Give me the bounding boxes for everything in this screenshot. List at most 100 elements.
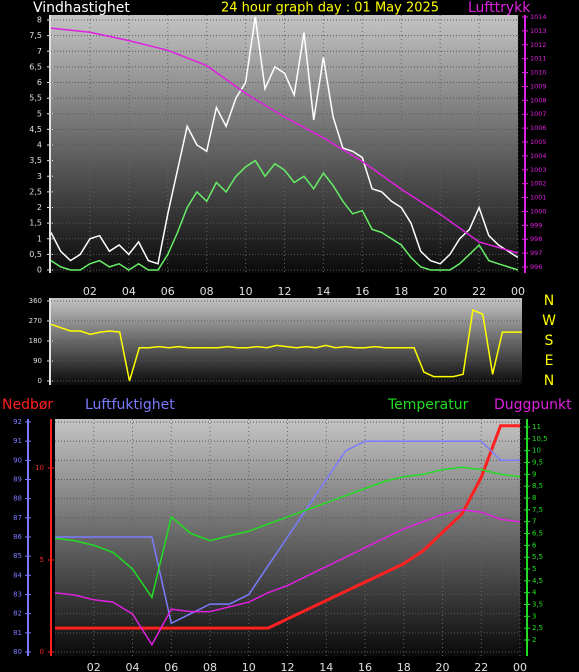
y-tick-label: 83: [13, 591, 22, 599]
y2-tick-label: 5,5: [532, 553, 543, 561]
y2-tick-label: 1012: [530, 41, 547, 49]
y-tick-label: 360: [29, 297, 42, 305]
y2-tick-label: 7: [532, 518, 536, 526]
y2-tick-label: 1001: [530, 194, 547, 202]
series-line: [50, 159, 519, 271]
y-tick-label: 6: [37, 78, 42, 87]
y-tick-label: 5,5: [29, 94, 42, 103]
y-tick-label: 3: [37, 172, 42, 181]
y-tick-label: 92: [13, 418, 22, 426]
y-tick-label: 87: [13, 514, 22, 522]
y2-tick-label: 1009: [530, 82, 547, 90]
y-tick-label: 2: [37, 203, 42, 212]
y2-tick-label: 1002: [530, 180, 547, 188]
y2-tick-label: 1005: [530, 138, 547, 146]
x-tick-label: 22: [474, 661, 488, 672]
x-tick-label: 14: [316, 285, 330, 298]
y2-tick-label: 1014: [530, 13, 547, 21]
x-tick-label: 02: [83, 285, 97, 298]
y-tick-label: 180: [29, 337, 42, 345]
series-line: [50, 27, 519, 254]
y2-tick-label: 1007: [530, 110, 547, 118]
y2-tick-label: 1000: [530, 207, 547, 215]
y-tick-label: 6,5: [29, 62, 42, 71]
y3-tick-label: 5: [40, 556, 44, 564]
legend-label: Vindhastighet: [33, 0, 130, 16]
x-tick-label: 16: [355, 285, 369, 298]
x-tick-label: 10: [242, 661, 256, 672]
series-line: [55, 440, 520, 625]
y-tick-label: 82: [13, 610, 22, 618]
y-tick-label: 85: [13, 552, 22, 560]
y2-tick-label: 6: [532, 541, 537, 549]
y2-tick-label: 2: [532, 636, 536, 644]
y2-tick-label: 3,5: [532, 601, 543, 609]
x-tick-label: 00: [511, 285, 525, 298]
x-tick-label: 22: [472, 285, 486, 298]
y-tick-label: 2,5: [29, 187, 42, 196]
y-tick-label: 84: [13, 571, 22, 579]
y-tick-label: 90: [33, 357, 42, 365]
x-tick-label: 06: [164, 661, 178, 672]
y2-tick-label: 6,5: [532, 530, 543, 538]
y-tick-label: 88: [13, 495, 22, 503]
y-tick-label: 91: [13, 437, 22, 445]
chart-title: 24 hour graph day : 01 May 2025: [221, 1, 439, 16]
y2-tick-label: 4: [532, 589, 537, 597]
x-tick-label: 16: [358, 661, 372, 672]
series-line: [50, 16, 519, 265]
y2-tick-label: 1011: [530, 55, 547, 63]
legend-label: Luftfuktighet: [85, 397, 175, 413]
y-tick-label: 5: [37, 109, 42, 118]
x-tick-label: 02: [87, 661, 101, 672]
y-tick-label: 8: [37, 16, 42, 25]
x-tick-label: 10: [239, 285, 253, 298]
y-tick-label: 270: [29, 317, 42, 325]
y-tick-label: 1,5: [29, 219, 42, 228]
y2-tick-label: 2,5: [532, 624, 543, 632]
x-tick-label: 04: [122, 285, 136, 298]
y-tick-label: 0: [38, 377, 42, 385]
y2-tick-label: N: [544, 293, 554, 309]
y2-tick-label: 5: [532, 565, 536, 573]
y2-tick-label: 11: [532, 423, 541, 431]
y-tick-label: 0,5: [29, 250, 42, 259]
x-tick-label: 06: [161, 285, 175, 298]
x-tick-label: 18: [394, 285, 408, 298]
x-tick-label: 20: [436, 661, 450, 672]
x-tick-label: 08: [203, 661, 217, 672]
y2-tick-label: 8,5: [532, 482, 543, 490]
y2-tick-label: 1010: [530, 69, 547, 77]
x-tick-label: 00: [513, 661, 527, 672]
y2-tick-label: 7,5: [532, 506, 543, 514]
y2-tick-label: 1006: [530, 124, 547, 132]
y2-tick-label: N: [544, 373, 554, 389]
series-line: [50, 308, 522, 382]
y2-tick-label: 4,5: [532, 577, 543, 585]
x-tick-label: 18: [397, 661, 411, 672]
legend-label: Temperatur: [387, 397, 469, 413]
y2-tick-label: 997: [530, 249, 542, 257]
y-tick-label: 1: [37, 234, 42, 243]
y-tick-label: 86: [13, 533, 22, 541]
y2-tick-label: 1003: [530, 166, 547, 174]
y2-tick-label: 1008: [530, 96, 547, 104]
x-tick-label: 12: [281, 661, 295, 672]
x-tick-label: 20: [433, 285, 447, 298]
x-tick-label: 08: [200, 285, 214, 298]
y-tick-label: 81: [13, 629, 22, 637]
x-tick-label: 04: [126, 661, 140, 672]
y-tick-label: 7: [37, 47, 42, 56]
series-line: [54, 466, 521, 600]
y3-tick-label: 10: [35, 464, 44, 472]
y2-tick-label: 10,5: [532, 435, 548, 443]
legend-label: Duggpunkt: [494, 397, 572, 413]
x-tick-label: 14: [319, 661, 333, 672]
y-tick-label: 7,5: [29, 31, 42, 40]
y2-tick-label: 3: [532, 612, 536, 620]
y2-tick-label: 8: [532, 494, 536, 502]
legend-label: Lufttrykk: [468, 0, 531, 16]
y-tick-label: 3,5: [29, 156, 42, 165]
y2-tick-label: 998: [530, 235, 542, 243]
y-tick-label: 4: [37, 141, 42, 150]
